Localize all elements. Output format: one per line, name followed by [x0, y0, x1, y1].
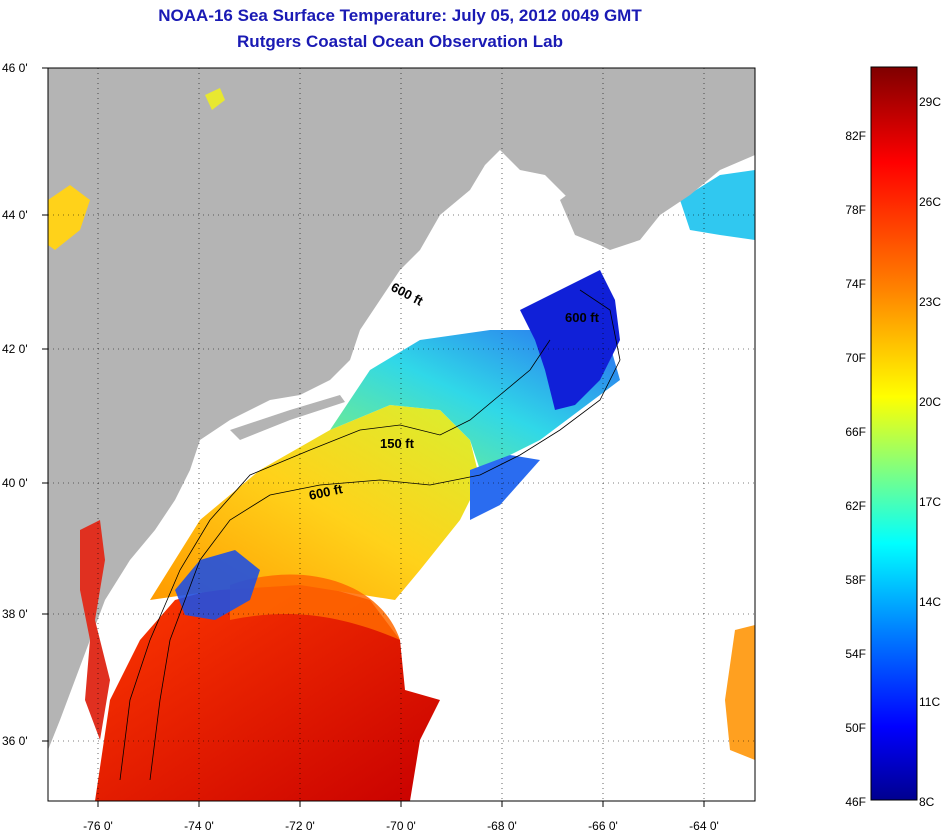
lon-label-68: -68 0': [487, 819, 517, 833]
colorbar-f-66: 66F: [845, 425, 866, 439]
lat-label-38: 38 0': [2, 607, 28, 621]
land-long-island: [230, 395, 345, 440]
lat-label-42: 42 0': [2, 342, 28, 356]
colorbar-f-70: 70F: [845, 351, 866, 365]
contour-label-600-east: 600 ft: [565, 310, 600, 325]
warm-patch-east: [725, 625, 755, 760]
lat-label-46: 46 0': [2, 61, 28, 75]
colorbar-f-74: 74F: [845, 277, 866, 291]
lon-label-74: -74 0': [184, 819, 214, 833]
colorbar-f-62: 62F: [845, 499, 866, 513]
colorbar-c-14: 14C: [919, 595, 941, 609]
colorbar-f-58: 58F: [845, 573, 866, 587]
colorbar-c-8: 8C: [919, 795, 935, 809]
colorbar-f-50: 50F: [845, 721, 866, 735]
lat-label-44: 44 0': [2, 208, 28, 222]
lon-label-72: -72 0': [285, 819, 315, 833]
map-title: NOAA-16 Sea Surface Temperature: July 05…: [158, 6, 642, 25]
colorbar-f-78: 78F: [845, 203, 866, 217]
lat-label-40: 40 0': [2, 476, 28, 490]
colorbar-f-46: 46F: [845, 795, 866, 809]
lon-label-76: -76 0': [83, 819, 113, 833]
graticule: [48, 68, 755, 801]
colorbar-c-11: 11C: [919, 695, 940, 709]
contour-150ft: [119, 339, 551, 781]
lon-label-66: -66 0': [588, 819, 618, 833]
cold-water-region: [520, 270, 620, 410]
contour-label-600-south: 600 ft: [308, 481, 345, 503]
land-nova-scotia: [560, 110, 755, 245]
colorbar-c-20: 20C: [919, 395, 941, 409]
colorbar-c-29: 29C: [919, 95, 941, 109]
colorbar-f-54: 54F: [845, 647, 866, 661]
colorbar-c-26: 26C: [919, 195, 941, 209]
cold-patch-nj: [175, 550, 260, 620]
cyan-patch-east: [680, 170, 755, 240]
colorbar-c-23: 23C: [919, 295, 941, 309]
warm-water-region: [95, 580, 440, 801]
land-mainland: [48, 68, 755, 750]
map-subtitle: Rutgers Coastal Ocean Observation Lab: [237, 32, 563, 51]
contour-600ft: [149, 289, 621, 781]
colorbar-c-17: 17C: [919, 495, 941, 509]
lat-label-36: 36 0': [2, 734, 28, 748]
colorbar-f-82: 82F: [845, 129, 866, 143]
axis-ticks: [42, 67, 705, 807]
lon-label-70: -70 0': [386, 819, 416, 833]
lake-patch-small: [205, 88, 225, 110]
colorbar: [870, 66, 918, 801]
chesapeake-bay: [80, 520, 110, 740]
lake-patch-yellow: [48, 185, 90, 250]
lon-label-64: -64 0': [689, 819, 719, 833]
contour-label-150: 150 ft: [380, 436, 415, 451]
gulfstream-band: [230, 574, 400, 640]
